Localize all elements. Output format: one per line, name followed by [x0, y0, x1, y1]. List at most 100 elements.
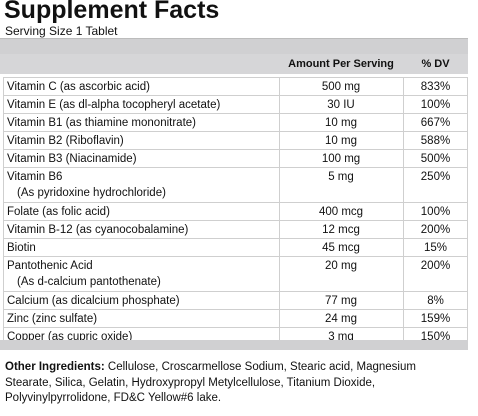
nutrient-dv: 200%: [420, 224, 451, 236]
table-row: Calcium (as dicalcium phosphate) 77 mg 8%: [3, 292, 468, 310]
column-separator: [403, 114, 404, 131]
nutrient-name: Pantothenic Acid: [7, 260, 93, 272]
row-border-right: [467, 96, 468, 113]
nutrient-name: Vitamin C (as ascorbic acid): [7, 81, 150, 93]
nutrient-dv: 200%: [420, 260, 451, 272]
table-row: Vitamin B-12 (as cyanocobalamine) 12 mcg 2…: [3, 221, 468, 239]
other-ingredients: Other Ingredients: Cellulose, Croscarmel…: [5, 360, 465, 407]
column-separator: [279, 221, 280, 238]
nutrient-dv: 588%: [420, 135, 451, 147]
footer-divider-bar: [0, 340, 468, 350]
table-row: Vitamin B6 (As pyridoxine hydrochloride) 5…: [3, 168, 468, 203]
column-separator: [279, 78, 280, 95]
nutrient-amount: 77 mg: [325, 295, 357, 307]
row-border-left: [3, 221, 4, 238]
table-row: Zinc (zinc sulfate) 24 mg 159%: [3, 310, 468, 328]
row-border-left: [3, 96, 4, 113]
row-border-right: [467, 132, 468, 149]
other-ingredients-label: Other Ingredients:: [5, 361, 105, 373]
table-row: Biotin 45 mcg 15%: [3, 239, 468, 257]
column-separator: [279, 114, 280, 131]
table-row: Pantothenic Acid (As d-calcium pantothena…: [3, 257, 468, 292]
row-border-right: [467, 328, 468, 345]
nutrient-dv: 833%: [420, 81, 451, 93]
column-separator: [279, 239, 280, 256]
row-border-left: [3, 203, 4, 220]
column-separator: [403, 96, 404, 113]
column-separator: [279, 168, 280, 202]
nutrient-amount: 30 IU: [327, 99, 355, 111]
row-border-left: [3, 168, 4, 202]
nutrient-name: Calcium (as dicalcium phosphate): [7, 295, 180, 307]
nutrient-amount: 45 mcg: [322, 242, 360, 254]
row-border-right: [467, 114, 468, 131]
column-separator: [279, 132, 280, 149]
nutrient-dv: 100%: [420, 99, 451, 111]
row-border-left: [3, 328, 4, 345]
nutrient-dv: 100%: [420, 206, 451, 218]
row-border-right: [467, 310, 468, 327]
column-separator: [279, 150, 280, 167]
nutrient-amount: 24 mg: [325, 313, 357, 325]
column-separator: [403, 239, 404, 256]
table-row: Vitamin B2 (Riboflavin) 10 mg 588%: [3, 132, 468, 150]
nutrient-amount: 10 mg: [325, 117, 357, 129]
row-border-right: [467, 292, 468, 309]
column-separator: [403, 168, 404, 202]
nutrient-name: Biotin: [7, 242, 36, 254]
serving-size: Serving Size 1 Tablet: [5, 24, 118, 38]
nutrient-name: Vitamin B3 (Niacinamide): [7, 153, 137, 165]
table-row: Vitamin C (as ascorbic acid) 500 mg 833%: [3, 78, 468, 96]
nutrient-source: (As d-calcium pantothenate): [17, 276, 161, 288]
nutrient-dv: 8%: [427, 295, 444, 307]
row-border-left: [3, 257, 4, 291]
nutrient-name: Folate (as folic acid): [7, 206, 110, 218]
dv-column-header: % DV: [421, 58, 450, 70]
row-border-left: [3, 78, 4, 95]
column-separator: [279, 257, 280, 291]
row-border-left: [3, 310, 4, 327]
row-border-right: [467, 257, 468, 291]
column-separator: [279, 96, 280, 113]
panel-title: Supplement Facts: [4, 0, 220, 24]
facts-table: Vitamin C (as ascorbic acid) 500 mg 833% Vi…: [3, 77, 468, 346]
column-separator: [279, 310, 280, 327]
row-border-right: [467, 150, 468, 167]
column-separator: [403, 257, 404, 291]
nutrient-amount: 10 mg: [325, 135, 357, 147]
column-separator: [403, 328, 404, 345]
nutrient-source: (As pyridoxine hydrochloride): [17, 187, 166, 199]
nutrient-amount: 400 mcg: [318, 206, 364, 218]
column-header-row: Amount Per Serving % DV: [0, 54, 468, 74]
table-row: Vitamin E (as dl-alpha tocopheryl acetat…: [3, 96, 468, 114]
row-border-right: [467, 221, 468, 238]
nutrient-amount: 20 mg: [325, 260, 357, 272]
row-border-left: [3, 114, 4, 131]
nutrient-name: Vitamin B6: [7, 171, 63, 183]
row-border-left: [3, 150, 4, 167]
row-border-right: [467, 203, 468, 220]
row-border-right: [467, 239, 468, 256]
column-separator: [403, 203, 404, 220]
table-row: Vitamin B1 (as thiamine mononitrate) 10 m…: [3, 114, 468, 132]
nutrient-dv: 500%: [420, 153, 451, 165]
column-separator: [403, 150, 404, 167]
nutrient-amount: 100 mg: [321, 153, 361, 165]
column-separator: [403, 292, 404, 309]
table-row: Folate (as folic acid) 400 mcg 100%: [3, 203, 468, 221]
column-separator: [279, 328, 280, 345]
row-border-right: [467, 78, 468, 95]
nutrient-name: Zinc (zinc sulfate): [7, 313, 98, 325]
column-separator: [279, 203, 280, 220]
nutrient-amount: 500 mg: [321, 81, 361, 93]
row-border-right: [467, 168, 468, 202]
nutrient-name: Vitamin B2 (Riboflavin): [7, 135, 124, 147]
nutrient-name: Vitamin B-12 (as cyanocobalamine): [7, 224, 189, 236]
row-border-left: [3, 132, 4, 149]
column-separator: [403, 221, 404, 238]
row-border-left: [3, 239, 4, 256]
amount-column-header: Amount Per Serving: [288, 58, 394, 70]
other-ingredients-text: Cellulose, Croscarmellose Sodium, Steari…: [5, 361, 416, 404]
nutrient-dv: 667%: [420, 117, 451, 129]
